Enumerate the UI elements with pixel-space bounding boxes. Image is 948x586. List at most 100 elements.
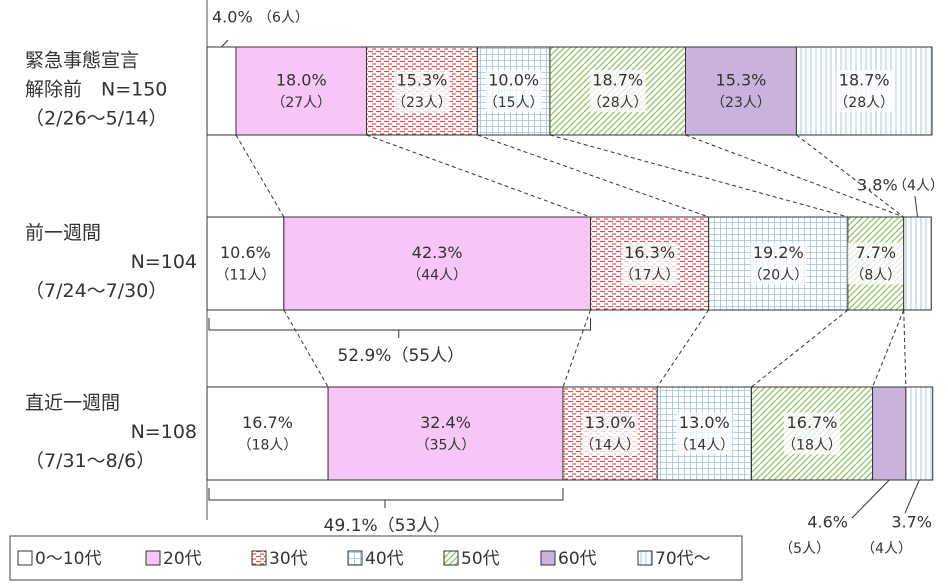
- legend-text: 40代: [365, 549, 404, 569]
- legend-swatch: [347, 550, 363, 566]
- bar-segment: [235, 46, 367, 136]
- connector: [903, 309, 907, 388]
- bar-segment: [903, 216, 932, 311]
- value-label: 7.7%: [855, 243, 896, 262]
- count-label: （14人）: [674, 438, 734, 454]
- label-bg: [393, 70, 450, 112]
- count-label: （23人）: [392, 95, 452, 111]
- label-bg: [589, 70, 646, 112]
- leader-line: [914, 195, 918, 218]
- value-label: 18.7%: [839, 71, 890, 90]
- count-label: （17人）: [620, 268, 680, 284]
- connector: [656, 309, 710, 388]
- legend-swatch: [443, 550, 459, 566]
- leader-line: [221, 39, 229, 48]
- value-label: 32.4%: [420, 413, 471, 432]
- label-bg: [621, 242, 678, 285]
- count-label: （18人）: [782, 438, 842, 454]
- connector: [751, 309, 849, 388]
- value-label: 16.3%: [624, 243, 675, 262]
- row-label: 解除前 N=150: [25, 79, 167, 101]
- bracket: [208, 318, 592, 338]
- row-label: N=104: [131, 251, 197, 273]
- value-label: 16.7%: [242, 413, 293, 432]
- bar-segment: [283, 216, 592, 311]
- row-label: 直近一週間: [25, 392, 120, 414]
- count-label: （5人）: [779, 541, 830, 557]
- row-label: N=108: [131, 421, 197, 443]
- value-label: 16.7%: [787, 413, 838, 432]
- connector: [562, 309, 591, 388]
- value-label: 42.3%: [412, 243, 463, 262]
- value-label: 18.7%: [592, 71, 643, 90]
- row-label: （7/24～7/30）: [25, 280, 167, 302]
- connector: [366, 134, 591, 218]
- legend-text: 30代: [269, 549, 308, 569]
- label-bg: [847, 242, 904, 285]
- bar-segment: [206, 216, 285, 311]
- value-label: 4.6%: [807, 513, 848, 532]
- count-label: （14人）: [580, 438, 640, 454]
- row-label: 緊急事態宣言: [25, 50, 139, 72]
- label-bg: [836, 70, 893, 112]
- row-label: 前一週間: [25, 222, 101, 244]
- count-label: （28人）: [834, 95, 894, 111]
- value-label: 13.0%: [679, 413, 730, 432]
- connector: [283, 309, 329, 388]
- count-label: （6人）: [258, 10, 309, 26]
- label-bg: [676, 412, 733, 455]
- count-label: （28人）: [588, 95, 648, 111]
- legend-swatch: [540, 550, 556, 566]
- count-label: （11人）: [216, 268, 276, 284]
- legend-swatch: [17, 550, 33, 566]
- legend-box: [9, 535, 743, 581]
- count-label: （4人）: [893, 178, 944, 194]
- connector: [549, 134, 849, 218]
- value-label: 19.2%: [753, 243, 804, 262]
- legend-swatch: [251, 550, 267, 566]
- row-label: （2/26～5/14）: [25, 108, 167, 130]
- value-label: 3.8%: [857, 176, 898, 195]
- count-label: （4人）: [861, 541, 912, 557]
- connector: [796, 134, 905, 218]
- legend-text: 20代: [163, 549, 202, 569]
- count-label: （23人）: [711, 95, 771, 111]
- value-label: 13.0%: [585, 413, 636, 432]
- leader-line: [904, 479, 920, 514]
- connector: [477, 134, 709, 218]
- row-label: （7/31～8/6）: [25, 450, 155, 472]
- bar-segment: [685, 46, 797, 136]
- count-label: （27人）: [271, 95, 331, 111]
- value-label: 18.0%: [276, 71, 327, 90]
- bar-segment: [206, 46, 237, 136]
- leader-line: [851, 479, 890, 519]
- count-label: （8人）: [850, 268, 901, 284]
- connector: [872, 309, 905, 388]
- bar-segment: [905, 386, 934, 481]
- legend-swatch: [145, 550, 161, 566]
- legend-text: 0～10代: [35, 549, 101, 569]
- value-label: 15.3%: [397, 71, 448, 90]
- annotation: 49.1%（53人）: [324, 516, 451, 536]
- legend-text: 60代: [558, 549, 597, 569]
- connector: [235, 134, 285, 218]
- count-label: （18人）: [238, 438, 298, 454]
- count-label: （20人）: [748, 268, 808, 284]
- bar-segment: [327, 386, 564, 481]
- count-label: （44人）: [407, 268, 467, 284]
- legend-swatch: [637, 550, 653, 566]
- connector: [685, 134, 904, 218]
- count-label: （35人）: [416, 438, 476, 454]
- count-label: （15人）: [484, 95, 544, 111]
- value-label: 15.3%: [716, 71, 767, 90]
- bar-segment: [206, 386, 329, 481]
- value-label: 3.7%: [891, 513, 932, 532]
- bar-segment: [872, 386, 907, 481]
- value-label: 10.0%: [488, 71, 539, 90]
- label-bg: [784, 412, 841, 455]
- annotation: 52.9%（55人）: [337, 346, 464, 366]
- value-label: 4.0%: [212, 8, 253, 27]
- legend-text: 50代: [461, 549, 500, 569]
- label-bg: [485, 70, 542, 112]
